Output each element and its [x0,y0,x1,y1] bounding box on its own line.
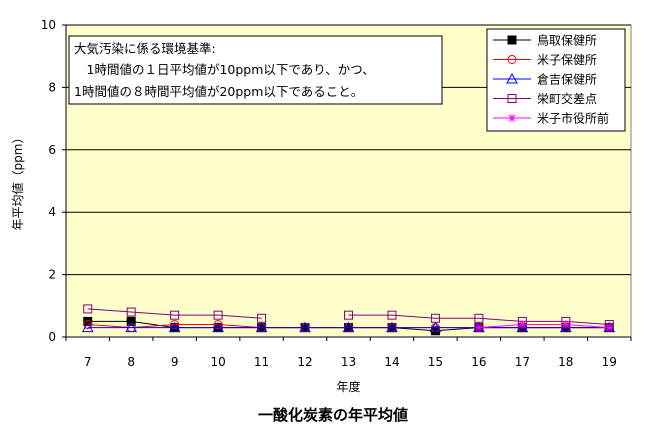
series-1-point-8 [126,316,136,326]
annotation-line-2: 1時間値の１日平均値が10ppm以下であり、かつ、 [74,62,375,77]
series-4-point-15 [430,313,440,323]
x-tick-12: 12 [297,355,312,369]
legend-item-3: 倉吉保健所 [493,72,597,87]
series-5-line-1 [478,324,610,329]
series-3-point-7 [81,321,94,333]
series-2-point-7 [83,320,93,330]
series-1-point-7 [83,316,93,326]
annotation-box: 大気汚染に係る環境基準: 1時間値の１日平均値が10ppm以下であり、かつ、 1… [68,35,443,105]
series-group [81,304,616,336]
legend-marker-2 [507,55,517,64]
series-4-point-7 [83,304,93,314]
legend-marker-1 [507,35,517,45]
x-tick-13: 13 [341,355,356,369]
x-tick-8: 8 [127,355,135,369]
x-tick-labels: 7 8 9 10 11 12 13 14 15 16 17 18 19 [84,355,617,369]
y-tick-labels: 0 2 4 6 8 10 [41,18,56,344]
legend-marker-5 [508,114,516,122]
series-4-point-14 [387,310,397,320]
series-3-point-8 [125,321,138,333]
x-tick-9: 9 [171,355,179,369]
annotation-line-1: 大気汚染に係る環境基準: [74,41,216,56]
y-axis-label: 年平均値（ppm） [10,132,25,231]
legend-label-5: 米子市役所前 [537,111,609,126]
series-3-point-10 [212,321,224,333]
y-tick-8: 8 [48,80,56,94]
x-axis-label: 年度 [336,379,360,394]
series-3-point-13 [342,321,355,333]
legend-label-2: 米子保健所 [537,53,597,67]
series-4-point-13 [344,310,353,320]
series-2-point-10 [213,320,223,330]
y-tick-0: 0 [48,330,56,344]
axes [62,24,632,341]
series-4-point-10 [213,310,223,320]
series-3-point-12 [299,321,311,333]
y-tick-6: 6 [48,143,56,157]
series-2-point-9 [170,320,180,330]
legend-label-4: 栄町交差点 [537,91,597,106]
gridlines [66,24,631,276]
x-tick-7: 7 [84,355,92,369]
series-4-point-8 [126,307,136,317]
series-5-point-16 [474,323,483,332]
series-3-point-14 [386,321,398,333]
x-tick-17: 17 [515,355,530,369]
x-tick-16: 16 [471,355,486,369]
x-tick-10: 10 [210,355,225,369]
legend-item-2: 米子保健所 [493,53,597,67]
chart-title: 一酸化炭素の年平均値 [258,406,408,424]
legend-item-1: 鳥取保健所 [493,33,597,48]
legend-item-5: 米子市役所前 [493,111,609,126]
y-tick-10: 10 [41,18,56,32]
series-5-point-19 [605,323,614,332]
series-3-point-9 [168,321,181,333]
series-3-point-11 [255,321,268,333]
x-tick-14: 14 [384,355,399,369]
legend-label-1: 鳥取保健所 [537,33,597,48]
series-5 [474,320,614,332]
series-4-point-16 [474,313,484,323]
legend-marker-3 [506,72,518,84]
y-tick-4: 4 [48,205,56,219]
annotation-frame [68,35,443,105]
x-tick-11: 11 [254,355,269,369]
legend-frame [486,28,626,132]
x-tick-15: 15 [428,355,443,369]
series-3-point-15 [429,321,442,333]
series-4-point-9 [170,310,180,320]
series-5-point-18 [561,320,570,329]
series-4-line-1 [87,308,262,319]
x-tick-18: 18 [558,355,573,369]
annotation-line-3: 1時間値の８時間平均値が20ppm以下であること。 [74,84,363,99]
legend-item-4: 栄町交差点 [493,91,597,106]
series-5-point-17 [518,320,527,329]
legend-label-3: 倉吉保健所 [537,72,597,87]
legend-marker-4 [507,94,517,103]
x-tick-19: 19 [602,355,617,369]
series-4-point-11 [257,313,267,323]
y-tick-2: 2 [48,268,56,282]
